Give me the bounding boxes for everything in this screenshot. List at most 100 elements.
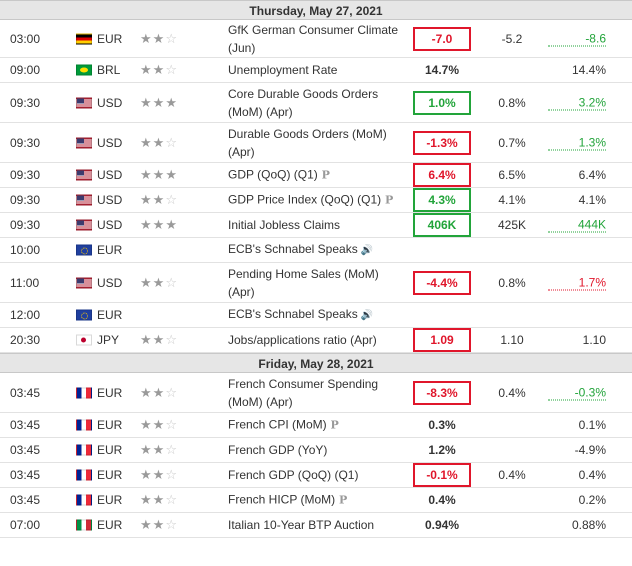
star-icon: ☆ xyxy=(165,62,178,77)
event-time: 10:00 xyxy=(10,243,41,257)
star-icon: ★ xyxy=(152,332,166,347)
star-icon: ★ xyxy=(140,134,153,150)
event-name[interactable]: French HICP (MoM) P xyxy=(228,491,408,510)
forecast-value: 0.4% xyxy=(498,385,526,400)
previous-value: 0.1% xyxy=(578,418,606,432)
previous-value: 1.10 xyxy=(582,333,606,347)
event-row[interactable]: 03:45 EUR ★★☆ French Consumer Spending (MoM… xyxy=(0,373,632,413)
star-icon: ☆ xyxy=(165,134,178,150)
event-name[interactable]: French GDP (QoQ) (Q1) xyxy=(228,466,408,484)
event-name[interactable]: GDP Price Index (QoQ) (Q1) P xyxy=(228,191,408,210)
actual-value: -0.1% xyxy=(413,463,471,487)
preliminary-icon: P xyxy=(335,493,348,507)
importance-stars-icon: ★★☆ xyxy=(140,332,178,348)
event-name[interactable]: Italian 10-Year BTP Auction xyxy=(228,516,408,534)
event-row[interactable]: 03:45 EUR ★★☆ French HICP (MoM) P 0.4% 0.2% xyxy=(0,488,632,513)
us-flag-icon xyxy=(76,194,92,206)
us-flag-icon xyxy=(76,219,92,231)
germany-flag-icon xyxy=(76,33,92,44)
event-name[interactable]: GfK German Consumer Climate (Jun) xyxy=(228,21,408,57)
previous-value: 1.7% xyxy=(548,275,606,290)
star-icon: ☆ xyxy=(165,274,178,290)
event-name[interactable]: French GDP (YoY) xyxy=(228,441,408,459)
forecast-value: 1.10 xyxy=(500,333,524,347)
event-name[interactable]: Core Durable Goods Orders (MoM) (Apr) xyxy=(228,85,408,121)
actual-value: 4.3% xyxy=(413,188,471,212)
star-icon: ☆ xyxy=(165,384,178,400)
importance-stars-icon: ★★☆ xyxy=(140,135,178,151)
event-row[interactable]: 09:30 USD ★★★ Core Durable Goods Orders (Mo… xyxy=(0,83,632,123)
event-currency: EUR xyxy=(97,308,123,322)
star-icon: ★ xyxy=(152,192,166,207)
event-row[interactable]: 09:30 USD ★★★ GDP (QoQ) (Q1) P 6.4% 6.5% 6.4% xyxy=(0,163,632,188)
event-row[interactable]: 03:45 EUR ★★☆ French GDP (QoQ) (Q1) -0.1% 0.4… xyxy=(0,463,632,488)
importance-stars-icon: ★★☆ xyxy=(140,442,178,458)
star-icon: ★ xyxy=(152,467,166,482)
event-name[interactable]: French CPI (MoM) P xyxy=(228,416,408,435)
event-row[interactable]: 03:45 EUR ★★☆ French GDP (YoY) 1.2% -4.9% xyxy=(0,438,632,463)
previous-value: 1.3% xyxy=(548,135,606,150)
event-name-text: French GDP (YoY) xyxy=(228,443,328,457)
france-flag-icon xyxy=(76,387,92,398)
event-name-text: French HICP (MoM) xyxy=(228,492,336,507)
importance-stars-icon: ★★☆ xyxy=(140,31,178,47)
actual-value: 6.4% xyxy=(413,163,471,187)
us-flag-icon xyxy=(76,137,92,148)
event-row[interactable]: 09:00 BRL ★★☆ Unemployment Rate 14.7% 14.4% xyxy=(0,58,632,83)
star-icon: ★ xyxy=(165,217,178,232)
actual-value: 406K xyxy=(413,213,471,237)
event-name[interactable]: ECB's Schnabel Speaks 🔊 xyxy=(228,305,408,325)
event-currency: USD xyxy=(97,95,123,110)
importance-stars-icon: ★★☆ xyxy=(140,192,178,208)
star-icon: ★ xyxy=(140,167,153,182)
event-time: 12:00 xyxy=(10,308,41,322)
star-icon: ☆ xyxy=(165,467,178,482)
actual-value: -8.3% xyxy=(413,380,471,405)
japan-flag-icon xyxy=(76,334,92,346)
event-name[interactable]: ECB's Schnabel Speaks 🔊 xyxy=(228,240,408,260)
star-icon: ★ xyxy=(140,274,153,290)
event-row[interactable]: 09:30 USD ★★★ Initial Jobless Claims 406K 425… xyxy=(0,213,632,238)
event-name[interactable]: Jobs/applications ratio (Apr) xyxy=(228,331,408,349)
event-name[interactable]: Pending Home Sales (MoM) (Apr) xyxy=(228,265,408,301)
event-row[interactable]: 03:45 EUR ★★☆ French CPI (MoM) P 0.3% 0.1% xyxy=(0,413,632,438)
france-flag-icon xyxy=(76,469,92,481)
speech-icon: 🔊 xyxy=(357,245,373,256)
event-name-text: French GDP (QoQ) (Q1) xyxy=(228,468,359,482)
event-name[interactable]: GDP (QoQ) (Q1) P xyxy=(228,166,408,185)
importance-stars-icon: ★★★ xyxy=(140,167,178,183)
star-icon: ★ xyxy=(140,492,153,507)
event-name[interactable]: Durable Goods Orders (MoM) (Apr) xyxy=(228,125,408,161)
event-name[interactable]: French Consumer Spending (MoM) (Apr) xyxy=(228,375,408,411)
event-currency: EUR xyxy=(97,493,123,507)
previous-value: 0.2% xyxy=(578,493,606,507)
importance-stars-icon: ★★☆ xyxy=(140,417,178,433)
previous-value: 3.2% xyxy=(548,95,606,110)
event-name[interactable]: Initial Jobless Claims xyxy=(228,216,408,234)
event-row[interactable]: 09:30 USD ★★☆ Durable Goods Orders (MoM) (A… xyxy=(0,123,632,163)
eu-flag-icon xyxy=(76,309,92,321)
event-row[interactable]: 11:00 USD ★★☆ Pending Home Sales (MoM) (Apr… xyxy=(0,263,632,303)
event-row[interactable]: 03:00 EUR ★★☆ GfK German Consumer Climate (… xyxy=(0,20,632,58)
event-row[interactable]: 20:30 JPY ★★☆ Jobs/applications ratio (Apr)… xyxy=(0,328,632,353)
event-name-text: Pending Home Sales (MoM) (Apr) xyxy=(228,266,379,299)
importance-stars-icon: ★★☆ xyxy=(140,517,178,533)
star-icon: ☆ xyxy=(165,332,178,347)
star-icon: ★ xyxy=(140,384,153,400)
star-icon: ★ xyxy=(140,467,153,482)
preliminary-icon: P xyxy=(326,418,339,432)
event-name-text: Durable Goods Orders (MoM) (Apr) xyxy=(228,126,387,159)
event-row[interactable]: 07:00 EUR ★★☆ Italian 10-Year BTP Auction 0.… xyxy=(0,513,632,538)
star-icon: ☆ xyxy=(165,192,178,207)
star-icon: ★ xyxy=(152,62,166,77)
event-name[interactable]: Unemployment Rate xyxy=(228,61,408,79)
forecast-value: 425K xyxy=(497,218,527,232)
event-row[interactable]: 12:00 EUR ECB's Schnabel Speaks 🔊 xyxy=(0,303,632,328)
event-row[interactable]: 10:00 EUR ECB's Schnabel Speaks 🔊 xyxy=(0,238,632,263)
star-icon: ☆ xyxy=(165,492,178,507)
speech-icon: 🔊 xyxy=(357,310,373,321)
preliminary-icon: P xyxy=(317,168,330,182)
actual-value: 1.0% xyxy=(413,90,471,115)
event-name-text: GDP Price Index (QoQ) (Q1) xyxy=(228,192,382,207)
